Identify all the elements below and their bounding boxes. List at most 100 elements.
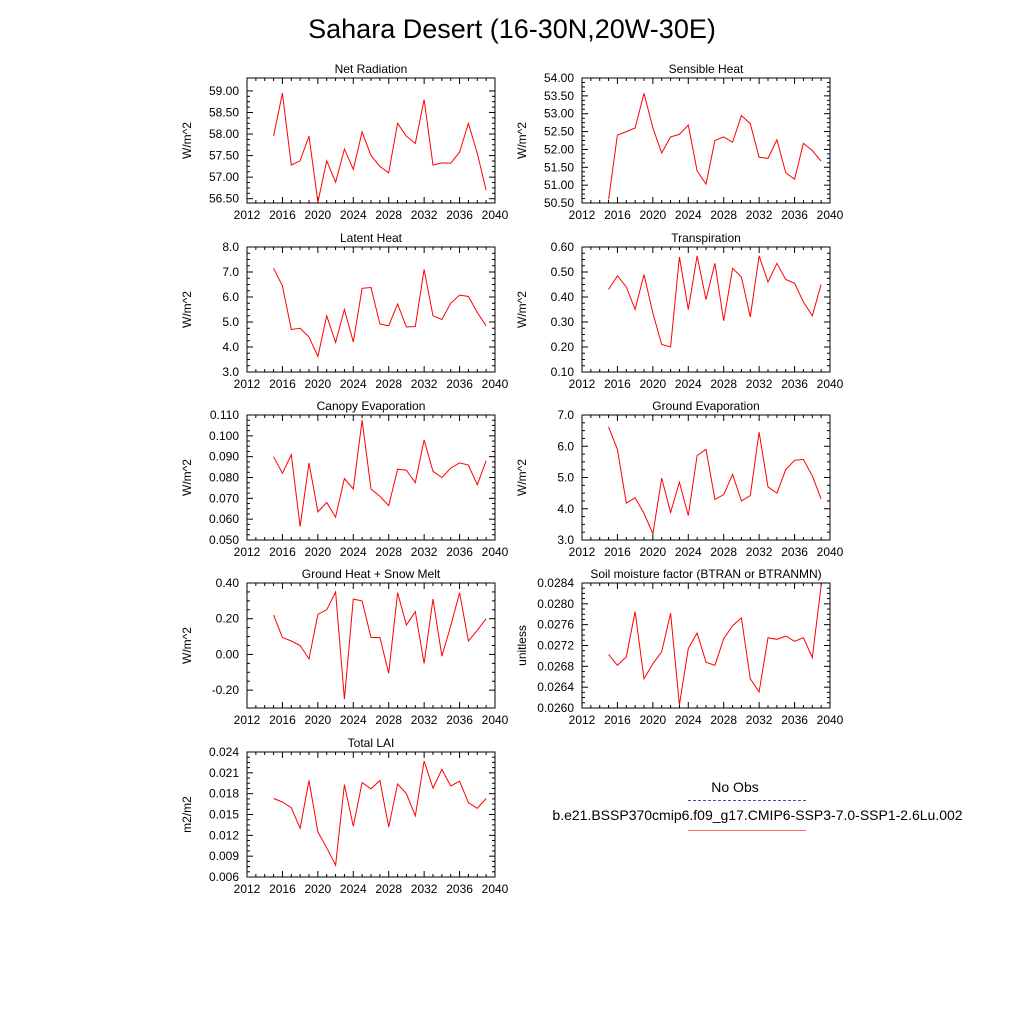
y-tick-label: 0.10 [551, 365, 575, 379]
x-tick-label: 2036 [781, 208, 808, 222]
y-tick-label: 57.00 [209, 170, 239, 184]
x-tick-label: 2016 [604, 545, 631, 559]
x-tick-label: 2012 [234, 545, 261, 559]
panel-title: Transpiration [671, 231, 741, 245]
x-tick-label: 2024 [340, 882, 367, 896]
x-tick-label: 2020 [305, 377, 332, 391]
y-tick-label: 53.50 [544, 89, 574, 103]
y-tick-label: 53.00 [544, 107, 574, 121]
panel-title: Ground Heat + Snow Melt [302, 567, 441, 581]
y-tick-label: 0.100 [209, 429, 239, 443]
x-tick-label: 2028 [710, 377, 737, 391]
x-tick-label: 2040 [482, 545, 509, 559]
x-tick-label: 2024 [675, 208, 702, 222]
x-tick-label: 2024 [675, 377, 702, 391]
y-tick-label: 0.018 [209, 787, 239, 801]
y-tick-label: 4.0 [222, 340, 239, 354]
y-tick-label: 0.40 [551, 290, 575, 304]
x-tick-label: 2032 [411, 377, 438, 391]
plot-frame [581, 246, 831, 373]
x-tick-label: 2032 [411, 713, 438, 727]
y-axis-label: W/m^2 [180, 459, 194, 496]
x-tick-label: 2036 [781, 713, 808, 727]
y-tick-label: 57.50 [209, 149, 239, 163]
y-tick-label: 0.006 [209, 870, 239, 884]
figure-title: Sahara Desert (16-30N,20W-30E) [308, 14, 716, 44]
y-axis-label: W/m^2 [515, 459, 529, 496]
x-tick-label: 2020 [640, 713, 667, 727]
y-tick-label: 5.0 [222, 315, 239, 329]
y-tick-label: 0.20 [551, 340, 575, 354]
series-line [608, 426, 822, 536]
panel-title: Sensible Heat [669, 62, 744, 76]
x-tick-label: 2012 [234, 208, 261, 222]
series-line [273, 590, 487, 700]
y-tick-label: 0.050 [209, 533, 239, 547]
x-tick-label: 2024 [340, 545, 367, 559]
y-tick-label: 3.0 [222, 365, 239, 379]
x-tick-label: 2012 [569, 208, 596, 222]
series-line [608, 586, 822, 705]
x-tick-label: 2016 [604, 208, 631, 222]
y-tick-label: 59.00 [209, 84, 239, 98]
x-tick-label: 2028 [375, 545, 402, 559]
x-tick-label: 2016 [269, 208, 296, 222]
x-tick-label: 2036 [781, 377, 808, 391]
y-axis-label: unitless [515, 625, 529, 666]
y-tick-label: 54.00 [544, 71, 574, 85]
y-tick-label: 0.070 [209, 491, 239, 505]
x-tick-label: 2036 [446, 377, 473, 391]
legend-model-label: b.e21.BSSP370cmip6.f09_g17.CMIP6-SSP3-7.… [552, 807, 963, 823]
y-tick-label: -0.20 [212, 683, 240, 697]
y-tick-label: 0.009 [209, 849, 239, 863]
y-tick-label: 0.012 [209, 828, 239, 842]
y-tick-label: 0.015 [209, 808, 239, 822]
y-tick-label: 0.0268 [537, 659, 574, 673]
plot-frame [246, 77, 496, 204]
x-tick-label: 2020 [640, 545, 667, 559]
x-tick-label: 2032 [411, 882, 438, 896]
x-tick-label: 2016 [269, 545, 296, 559]
x-tick-label: 2028 [710, 208, 737, 222]
y-tick-label: 0.0280 [537, 597, 574, 611]
x-tick-label: 2020 [305, 713, 332, 727]
y-tick-label: 8.0 [222, 240, 239, 254]
x-tick-label: 2012 [569, 377, 596, 391]
x-tick-label: 2028 [375, 377, 402, 391]
x-tick-label: 2012 [569, 713, 596, 727]
x-tick-label: 2040 [817, 713, 844, 727]
x-tick-label: 2012 [234, 377, 261, 391]
x-tick-label: 2032 [746, 713, 773, 727]
series-line [608, 93, 822, 200]
x-tick-label: 2036 [446, 208, 473, 222]
x-tick-label: 2024 [340, 713, 367, 727]
y-tick-label: 0.0264 [537, 680, 574, 694]
y-tick-label: 0.30 [551, 315, 575, 329]
x-tick-label: 2032 [746, 545, 773, 559]
y-tick-label: 0.0284 [537, 576, 574, 590]
y-axis-label: W/m^2 [515, 122, 529, 159]
legend-obs-label: No Obs [711, 779, 759, 795]
plot-frame [581, 582, 831, 709]
x-tick-label: 2028 [375, 208, 402, 222]
x-tick-label: 2012 [569, 545, 596, 559]
plot-frame [246, 246, 496, 373]
y-tick-label: 0.090 [209, 450, 239, 464]
x-tick-label: 2016 [269, 882, 296, 896]
x-tick-label: 2036 [781, 545, 808, 559]
y-tick-label: 0.080 [209, 471, 239, 485]
y-tick-label: 58.50 [209, 105, 239, 119]
x-tick-label: 2036 [446, 713, 473, 727]
x-tick-label: 2020 [640, 377, 667, 391]
y-tick-label: 0.0276 [537, 618, 574, 632]
plot-frame [246, 582, 496, 709]
y-tick-label: 52.00 [544, 142, 574, 156]
x-tick-label: 2032 [746, 208, 773, 222]
y-tick-label: 0.00 [216, 647, 240, 661]
y-tick-label: 0.0260 [537, 701, 574, 715]
y-axis-label: W/m^2 [515, 291, 529, 328]
x-tick-label: 2032 [411, 545, 438, 559]
y-tick-label: 0.110 [210, 408, 239, 422]
y-tick-label: 50.50 [544, 196, 574, 210]
y-tick-label: 6.0 [557, 439, 574, 453]
